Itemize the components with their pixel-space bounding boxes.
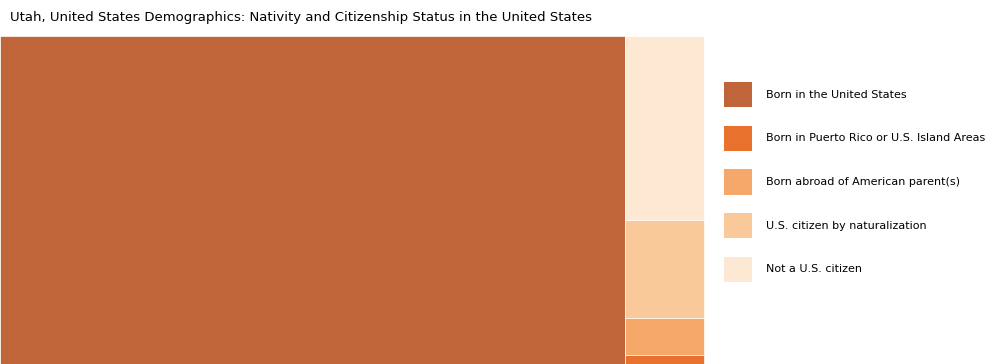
Text: Born abroad of American parent(s): Born abroad of American parent(s) — [766, 177, 960, 187]
Bar — [625, 355, 704, 364]
Bar — [724, 126, 752, 151]
Bar — [724, 213, 752, 238]
Text: Born in the United States: Born in the United States — [766, 90, 907, 100]
Bar — [0, 36, 625, 364]
Bar — [625, 36, 704, 220]
Text: U.S. citizen by naturalization: U.S. citizen by naturalization — [766, 221, 927, 231]
Bar — [724, 257, 752, 282]
Bar — [625, 220, 704, 317]
Text: Born in Puerto Rico or U.S. Island Areas: Born in Puerto Rico or U.S. Island Areas — [766, 133, 985, 143]
Bar — [724, 82, 752, 107]
Text: Utah, United States Demographics: Nativity and Citizenship Status in the United : Utah, United States Demographics: Nativi… — [10, 11, 592, 24]
Bar — [625, 317, 704, 355]
Text: Not a U.S. citizen: Not a U.S. citizen — [766, 264, 862, 274]
Bar — [724, 169, 752, 195]
